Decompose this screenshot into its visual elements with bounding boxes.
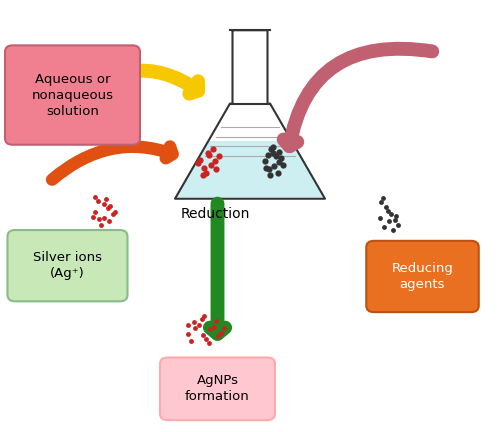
Text: Reducing
agents: Reducing agents bbox=[392, 262, 454, 291]
FancyBboxPatch shape bbox=[5, 45, 140, 145]
FancyBboxPatch shape bbox=[160, 358, 275, 420]
Text: Silver ions
(Ag⁺): Silver ions (Ag⁺) bbox=[33, 251, 102, 280]
FancyBboxPatch shape bbox=[8, 230, 128, 302]
Text: AgNPs
formation: AgNPs formation bbox=[185, 374, 250, 403]
Text: Aqueous or
nonaqueous
solution: Aqueous or nonaqueous solution bbox=[32, 73, 114, 118]
Polygon shape bbox=[176, 142, 324, 197]
FancyBboxPatch shape bbox=[366, 241, 478, 312]
Text: Reduction: Reduction bbox=[180, 207, 250, 221]
